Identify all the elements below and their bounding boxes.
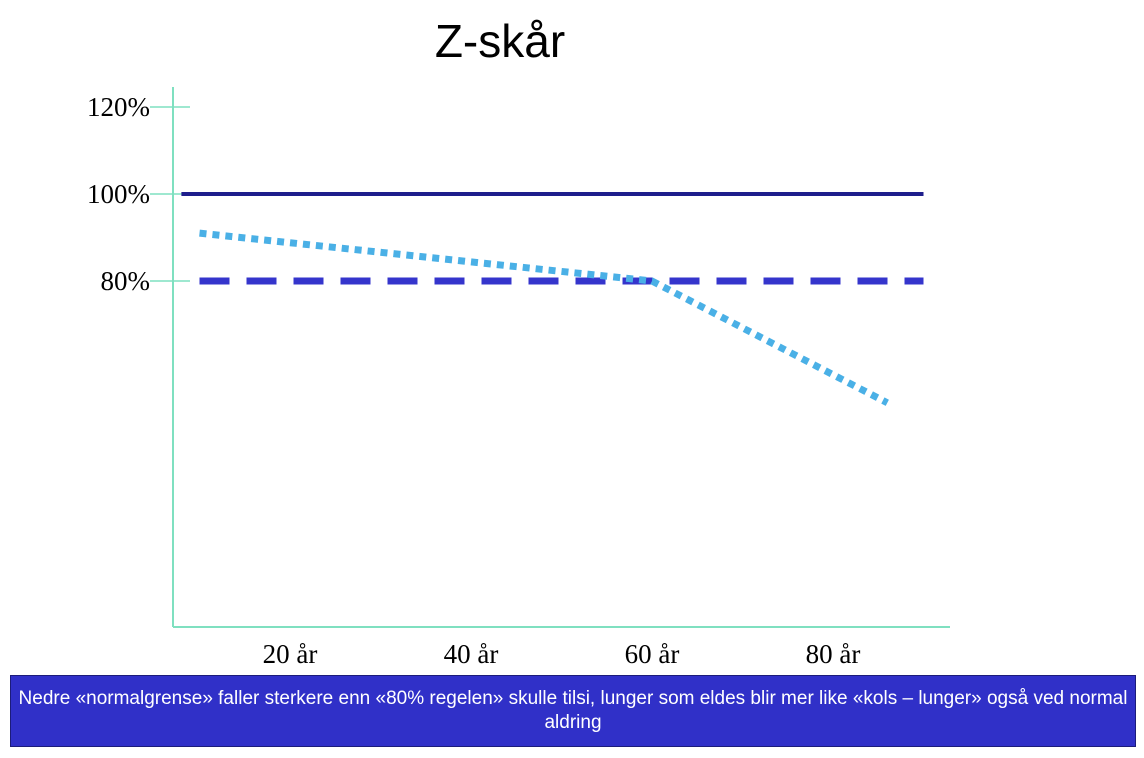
- y-tick-group: 120% 100% 80%: [87, 92, 190, 296]
- x-tick-label: 80 år: [806, 639, 861, 669]
- caption-box: Nedre «normalgrense» faller sterkere enn…: [10, 675, 1136, 747]
- y-tick-label: 120%: [87, 92, 150, 122]
- chart-plot: 120% 100% 80% 20 år 40 år 60 år 80 år: [87, 87, 950, 669]
- x-tick-group: 20 år 40 år 60 år 80 år: [263, 639, 861, 669]
- x-tick-label: 60 år: [625, 639, 680, 669]
- chart-title: Z-skår: [434, 15, 566, 67]
- y-tick-label: 100%: [87, 179, 150, 209]
- series-line-dotted: [199, 229, 889, 406]
- x-tick-label: 20 år: [263, 639, 318, 669]
- y-tick-label: 80%: [101, 266, 151, 296]
- series-group: [181, 192, 924, 406]
- x-tick-label: 40 år: [444, 639, 499, 669]
